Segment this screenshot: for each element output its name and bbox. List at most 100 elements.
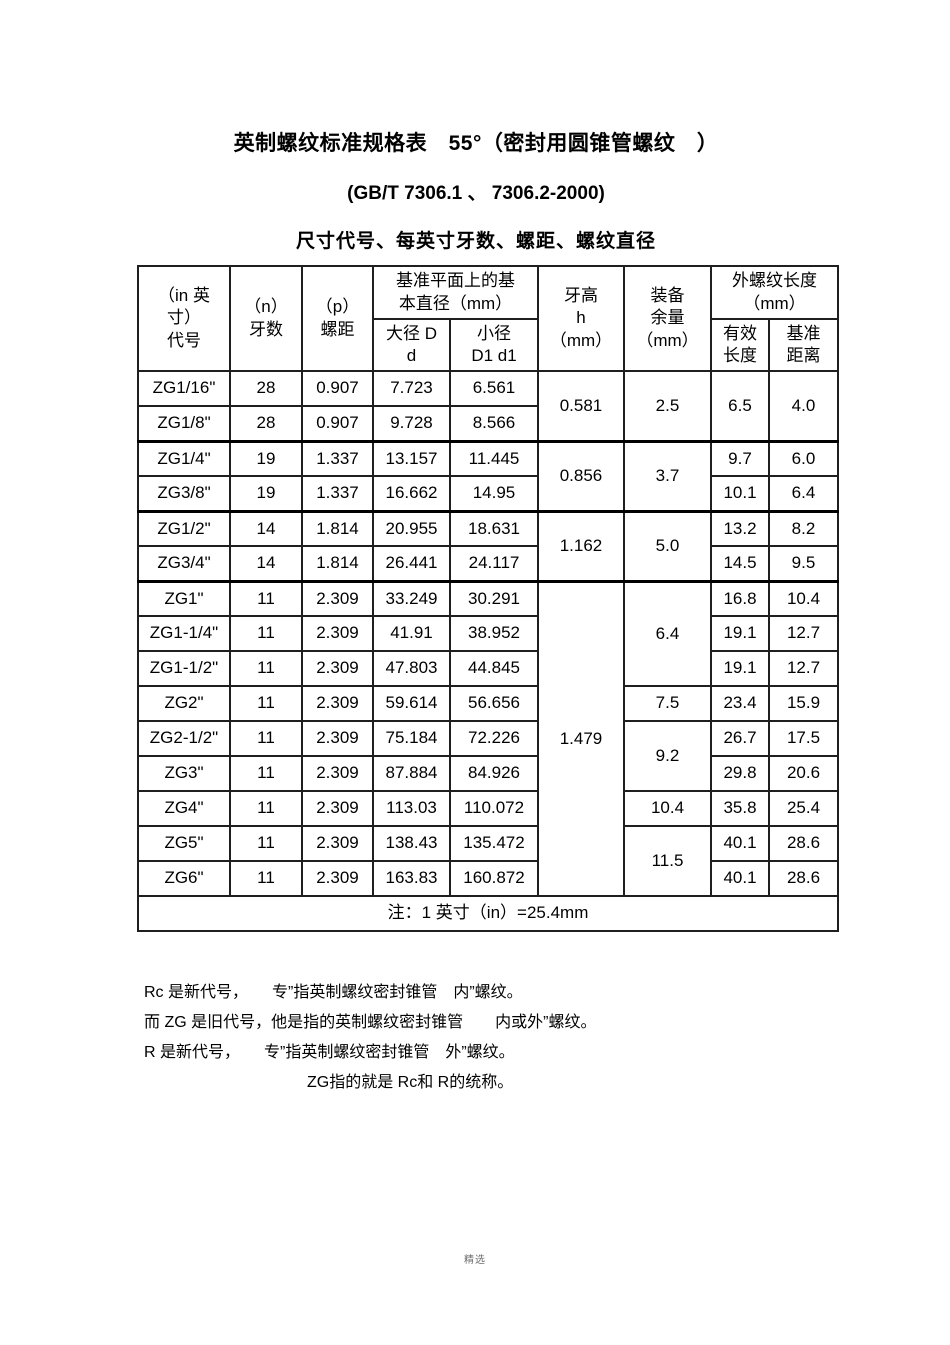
table-row: ZG1/4" 19 1.337 13.157 11.445 0.856 3.7 … (137, 439, 839, 512)
cell-code: ZG1" (137, 579, 231, 617)
cell-base-distance: 6.4 (768, 475, 839, 512)
header-basic-diameter-group: 基准平面上的基 本直径（mm） (372, 265, 539, 320)
cell-base-distance: 25.4 (768, 790, 839, 827)
cell-minor: 30.291 (449, 579, 539, 617)
cell-base-distance: 9.5 (768, 545, 839, 582)
cell-code: ZG1/4" (137, 439, 231, 477)
cell-p: 2.309 (301, 825, 374, 862)
cell-thread-height: 1.162 (537, 509, 625, 582)
table-row: ZG4" 11 2.309 113.03 110.072 10.4 35.8 2… (137, 790, 839, 827)
cell-p: 1.337 (301, 475, 374, 512)
cell-code: ZG2-1/2" (137, 720, 231, 757)
cell-allowance: 5.0 (623, 509, 712, 582)
cell-base-distance: 10.4 (768, 579, 839, 617)
table-row: ZG2" 11 2.309 59.614 56.656 7.5 23.4 15.… (137, 685, 839, 722)
cell-allowance: 2.5 (623, 370, 712, 442)
cell-minor: 8.566 (449, 405, 539, 442)
cell-effective-length: 13.2 (710, 509, 770, 547)
cell-base-distance: 15.9 (768, 685, 839, 722)
cell-allowance: 3.7 (623, 439, 712, 512)
table-row: ZG6" 11 2.309 163.83 160.872 40.1 28.6 (137, 860, 839, 897)
header-minor-diameter: 小径 D1 d1 (449, 318, 539, 372)
cell-base-distance: 4.0 (768, 370, 839, 442)
cell-major: 7.723 (372, 370, 451, 407)
cell-code: ZG5" (137, 825, 231, 862)
cell-effective-length: 23.4 (710, 685, 770, 722)
table-row: ZG3/4" 14 1.814 26.441 24.117 14.5 9.5 (137, 545, 839, 582)
cell-code: ZG1/2" (137, 509, 231, 547)
cell-thread-height: 0.581 (537, 370, 625, 442)
cell-base-distance: 12.7 (768, 650, 839, 687)
cell-base-distance: 17.5 (768, 720, 839, 757)
footnote-line-3: R 是新代号， 专”指英制螺纹密封锥管 外”螺纹。 (144, 1044, 515, 1061)
cell-p: 1.337 (301, 439, 374, 477)
cell-minor: 24.117 (449, 545, 539, 582)
table-row: ZG1-1/2" 11 2.309 47.803 44.845 19.1 12.… (137, 650, 839, 687)
cell-minor: 135.472 (449, 825, 539, 862)
table-row: ZG1/8" 28 0.907 9.728 8.566 (137, 405, 838, 442)
cell-n: 11 (229, 720, 303, 757)
cell-effective-length: 10.1 (710, 475, 770, 512)
cell-n: 11 (229, 825, 303, 862)
cell-n: 14 (229, 509, 303, 547)
cell-effective-length: 26.7 (710, 720, 770, 757)
cell-p: 2.309 (301, 579, 374, 617)
header-base-distance: 基准 距离 (768, 318, 839, 372)
cell-code: ZG6" (137, 860, 231, 897)
cell-effective-length: 19.1 (710, 615, 770, 652)
cell-n: 11 (229, 790, 303, 827)
cell-code: ZG1/8" (137, 405, 231, 442)
cell-major: 9.728 (372, 405, 451, 442)
cell-code: ZG4" (137, 790, 231, 827)
cell-p: 2.309 (301, 615, 374, 652)
cell-minor: 72.226 (449, 720, 539, 757)
table-row: ZG1-1/4" 11 2.309 41.91 38.952 19.1 12.7 (137, 615, 839, 652)
table-row: ZG3/8" 19 1.337 16.662 14.95 10.1 6.4 (137, 475, 839, 512)
cell-major: 16.662 (372, 475, 451, 512)
cell-allowance: 7.5 (623, 685, 712, 722)
table-row: ZG1/16" 28 0.907 7.723 6.561 0.581 2.5 6… (137, 370, 839, 442)
cell-major: 163.83 (372, 860, 451, 897)
table-row: ZG1/2" 14 1.814 20.955 18.631 1.162 5.0 … (137, 509, 839, 582)
cell-effective-length: 40.1 (710, 825, 770, 862)
cell-n: 11 (229, 860, 303, 897)
cell-code: ZG1-1/2" (137, 650, 231, 687)
cell-n: 11 (229, 579, 303, 617)
cell-minor: 110.072 (449, 790, 539, 827)
cell-p: 2.309 (301, 650, 374, 687)
cell-effective-length: 16.8 (710, 579, 770, 617)
thread-spec-table: （in 英 寸） 代号 （n） 牙数 （p） 螺距 基准平面上的基 本直径（mm… (137, 265, 839, 932)
header-row: 大径 D d 小径 D1 d1 有效 长度 基准 距离 (138, 318, 839, 372)
table-row: ZG2-1/2" 11 2.309 75.184 72.226 9.2 26.7… (137, 720, 839, 792)
header-size-code: （in 英 寸） 代号 (137, 265, 231, 372)
header-major-diameter: 大径 D d (372, 318, 451, 372)
header-external-thread-length-group: 外螺纹长度 （mm） (710, 265, 839, 320)
cell-effective-length: 35.8 (710, 790, 770, 827)
cell-p: 2.309 (301, 720, 374, 757)
cell-n: 11 (229, 615, 303, 652)
cell-major: 47.803 (372, 650, 451, 687)
cell-n: 14 (229, 545, 303, 582)
cell-effective-length: 14.5 (710, 545, 770, 582)
cell-n: 28 (229, 405, 303, 442)
header-threads-per-inch: （n） 牙数 (229, 265, 303, 372)
cell-n: 11 (229, 685, 303, 722)
cell-n: 11 (229, 755, 303, 792)
cell-n: 28 (229, 370, 303, 407)
cell-major: 138.43 (372, 825, 451, 862)
header-pitch: （p） 螺距 (301, 265, 374, 372)
cell-allowance: 10.4 (623, 790, 712, 827)
cell-minor: 44.845 (449, 650, 539, 687)
table-row: ZG5" 11 2.309 138.43 135.472 11.5 40.1 2… (137, 825, 839, 897)
cell-base-distance: 28.6 (768, 825, 839, 862)
cell-minor: 84.926 (449, 755, 539, 792)
cell-code: ZG3" (137, 755, 231, 792)
cell-n: 19 (229, 475, 303, 512)
cell-effective-length: 9.7 (710, 439, 770, 477)
cell-p: 2.309 (301, 685, 374, 722)
standard-reference: (GB/T 7306.1 、 7306.2-2000) (347, 183, 605, 204)
cell-effective-length: 29.8 (710, 755, 770, 792)
header-effective-length: 有效 长度 (710, 318, 770, 372)
footnotes: Rc 是新代号， 专”指英制螺纹密封锥管 内”螺纹。 而 ZG 是旧代号，他是指… (144, 978, 596, 1098)
cell-major: 13.157 (372, 439, 451, 477)
